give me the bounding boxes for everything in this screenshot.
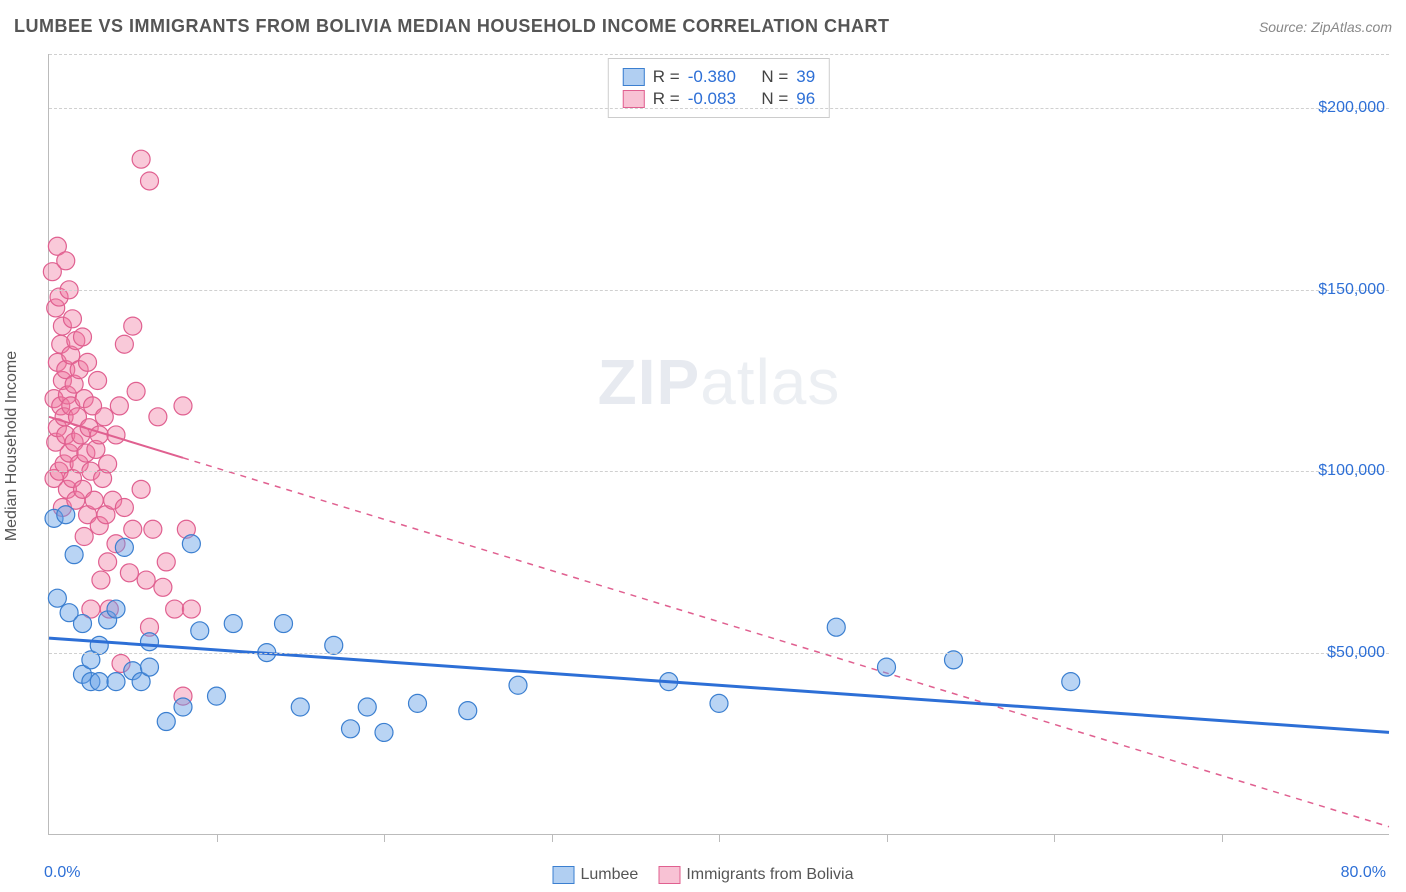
scatter-point-lumbee (509, 676, 527, 694)
scatter-point-lumbee (74, 615, 92, 633)
scatter-point-bolivia (85, 491, 103, 509)
scatter-point-lumbee (115, 538, 133, 556)
scatter-point-bolivia (95, 408, 113, 426)
scatter-point-bolivia (132, 480, 150, 498)
scatter-point-lumbee (459, 702, 477, 720)
scatter-point-bolivia (110, 397, 128, 415)
scatter-point-bolivia (166, 600, 184, 618)
y-axis-label: Median Household Income (3, 351, 21, 541)
scatter-point-bolivia (57, 252, 75, 270)
scatter-point-lumbee (107, 673, 125, 691)
x-tick (1222, 834, 1223, 842)
scatter-point-bolivia (157, 553, 175, 571)
scatter-point-bolivia (79, 353, 97, 371)
x-tick (887, 834, 888, 842)
scatter-point-bolivia (89, 372, 107, 390)
x-tick (1054, 834, 1055, 842)
scatter-point-bolivia (115, 498, 133, 516)
scatter-point-lumbee (224, 615, 242, 633)
scatter-point-lumbee (275, 615, 293, 633)
scatter-point-bolivia (127, 382, 145, 400)
scatter-point-lumbee (827, 618, 845, 636)
gridline (49, 471, 1389, 472)
scatter-point-lumbee (90, 673, 108, 691)
source-prefix: Source: (1259, 19, 1311, 35)
x-axis-min-label: 0.0% (44, 864, 80, 882)
gridline (49, 108, 1389, 109)
y-tick-label: $200,000 (1318, 99, 1391, 117)
scatter-point-bolivia (120, 564, 138, 582)
scatter-point-lumbee (107, 600, 125, 618)
legend-item-lumbee: Lumbee (553, 866, 639, 884)
scatter-point-bolivia (124, 317, 142, 335)
scatter-point-lumbee (182, 535, 200, 553)
scatter-point-lumbee (141, 633, 159, 651)
x-tick (384, 834, 385, 842)
scatter-point-lumbee (141, 658, 159, 676)
x-tick (217, 834, 218, 842)
scatter-point-bolivia (63, 310, 81, 328)
scatter-point-lumbee (358, 698, 376, 716)
chart-title: LUMBEE VS IMMIGRANTS FROM BOLIVIA MEDIAN… (14, 16, 889, 37)
scatter-point-bolivia (124, 520, 142, 538)
legend-item-bolivia: Immigrants from Bolivia (658, 866, 853, 884)
scatter-point-bolivia (154, 578, 172, 596)
scatter-plot (49, 54, 1389, 834)
y-tick-label: $50,000 (1327, 644, 1391, 662)
gridline (49, 290, 1389, 291)
scatter-point-lumbee (65, 546, 83, 564)
scatter-point-bolivia (141, 172, 159, 190)
x-axis-max-label: 80.0% (1341, 864, 1386, 882)
gridline (49, 54, 1389, 55)
scatter-point-lumbee (409, 694, 427, 712)
scatter-point-bolivia (174, 397, 192, 415)
scatter-point-bolivia (144, 520, 162, 538)
swatch-pink-icon (658, 866, 680, 884)
swatch-blue-icon (553, 866, 575, 884)
scatter-point-bolivia (99, 553, 117, 571)
scatter-point-bolivia (182, 600, 200, 618)
source-name: ZipAtlas.com (1311, 19, 1392, 35)
scatter-point-bolivia (132, 150, 150, 168)
source-attribution: Source: ZipAtlas.com (1259, 19, 1392, 35)
scatter-point-bolivia (115, 335, 133, 353)
trend-line-dashed-bolivia (183, 458, 1389, 827)
scatter-point-lumbee (48, 589, 66, 607)
scatter-point-lumbee (208, 687, 226, 705)
x-tick (552, 834, 553, 842)
scatter-point-bolivia (149, 408, 167, 426)
scatter-point-lumbee (57, 506, 75, 524)
scatter-point-lumbee (878, 658, 896, 676)
chart-header: LUMBEE VS IMMIGRANTS FROM BOLIVIA MEDIAN… (14, 16, 1392, 37)
y-tick-label: $150,000 (1318, 281, 1391, 299)
scatter-point-lumbee (342, 720, 360, 738)
scatter-point-lumbee (174, 698, 192, 716)
y-tick-label: $100,000 (1318, 462, 1391, 480)
scatter-point-lumbee (1062, 673, 1080, 691)
scatter-point-lumbee (291, 698, 309, 716)
scatter-point-bolivia (137, 571, 155, 589)
scatter-point-lumbee (191, 622, 209, 640)
scatter-point-bolivia (92, 571, 110, 589)
scatter-point-lumbee (375, 723, 393, 741)
scatter-point-bolivia (75, 528, 93, 546)
series-legend: Lumbee Immigrants from Bolivia (553, 866, 854, 884)
x-tick (719, 834, 720, 842)
scatter-point-lumbee (710, 694, 728, 712)
gridline (49, 653, 1389, 654)
scatter-point-lumbee (157, 713, 175, 731)
legend-label-lumbee: Lumbee (581, 866, 639, 884)
chart-plot-area: ZIPatlas R = -0.380 N = 39 R = -0.083 N … (48, 54, 1389, 835)
legend-label-bolivia: Immigrants from Bolivia (686, 866, 853, 884)
scatter-point-bolivia (74, 328, 92, 346)
